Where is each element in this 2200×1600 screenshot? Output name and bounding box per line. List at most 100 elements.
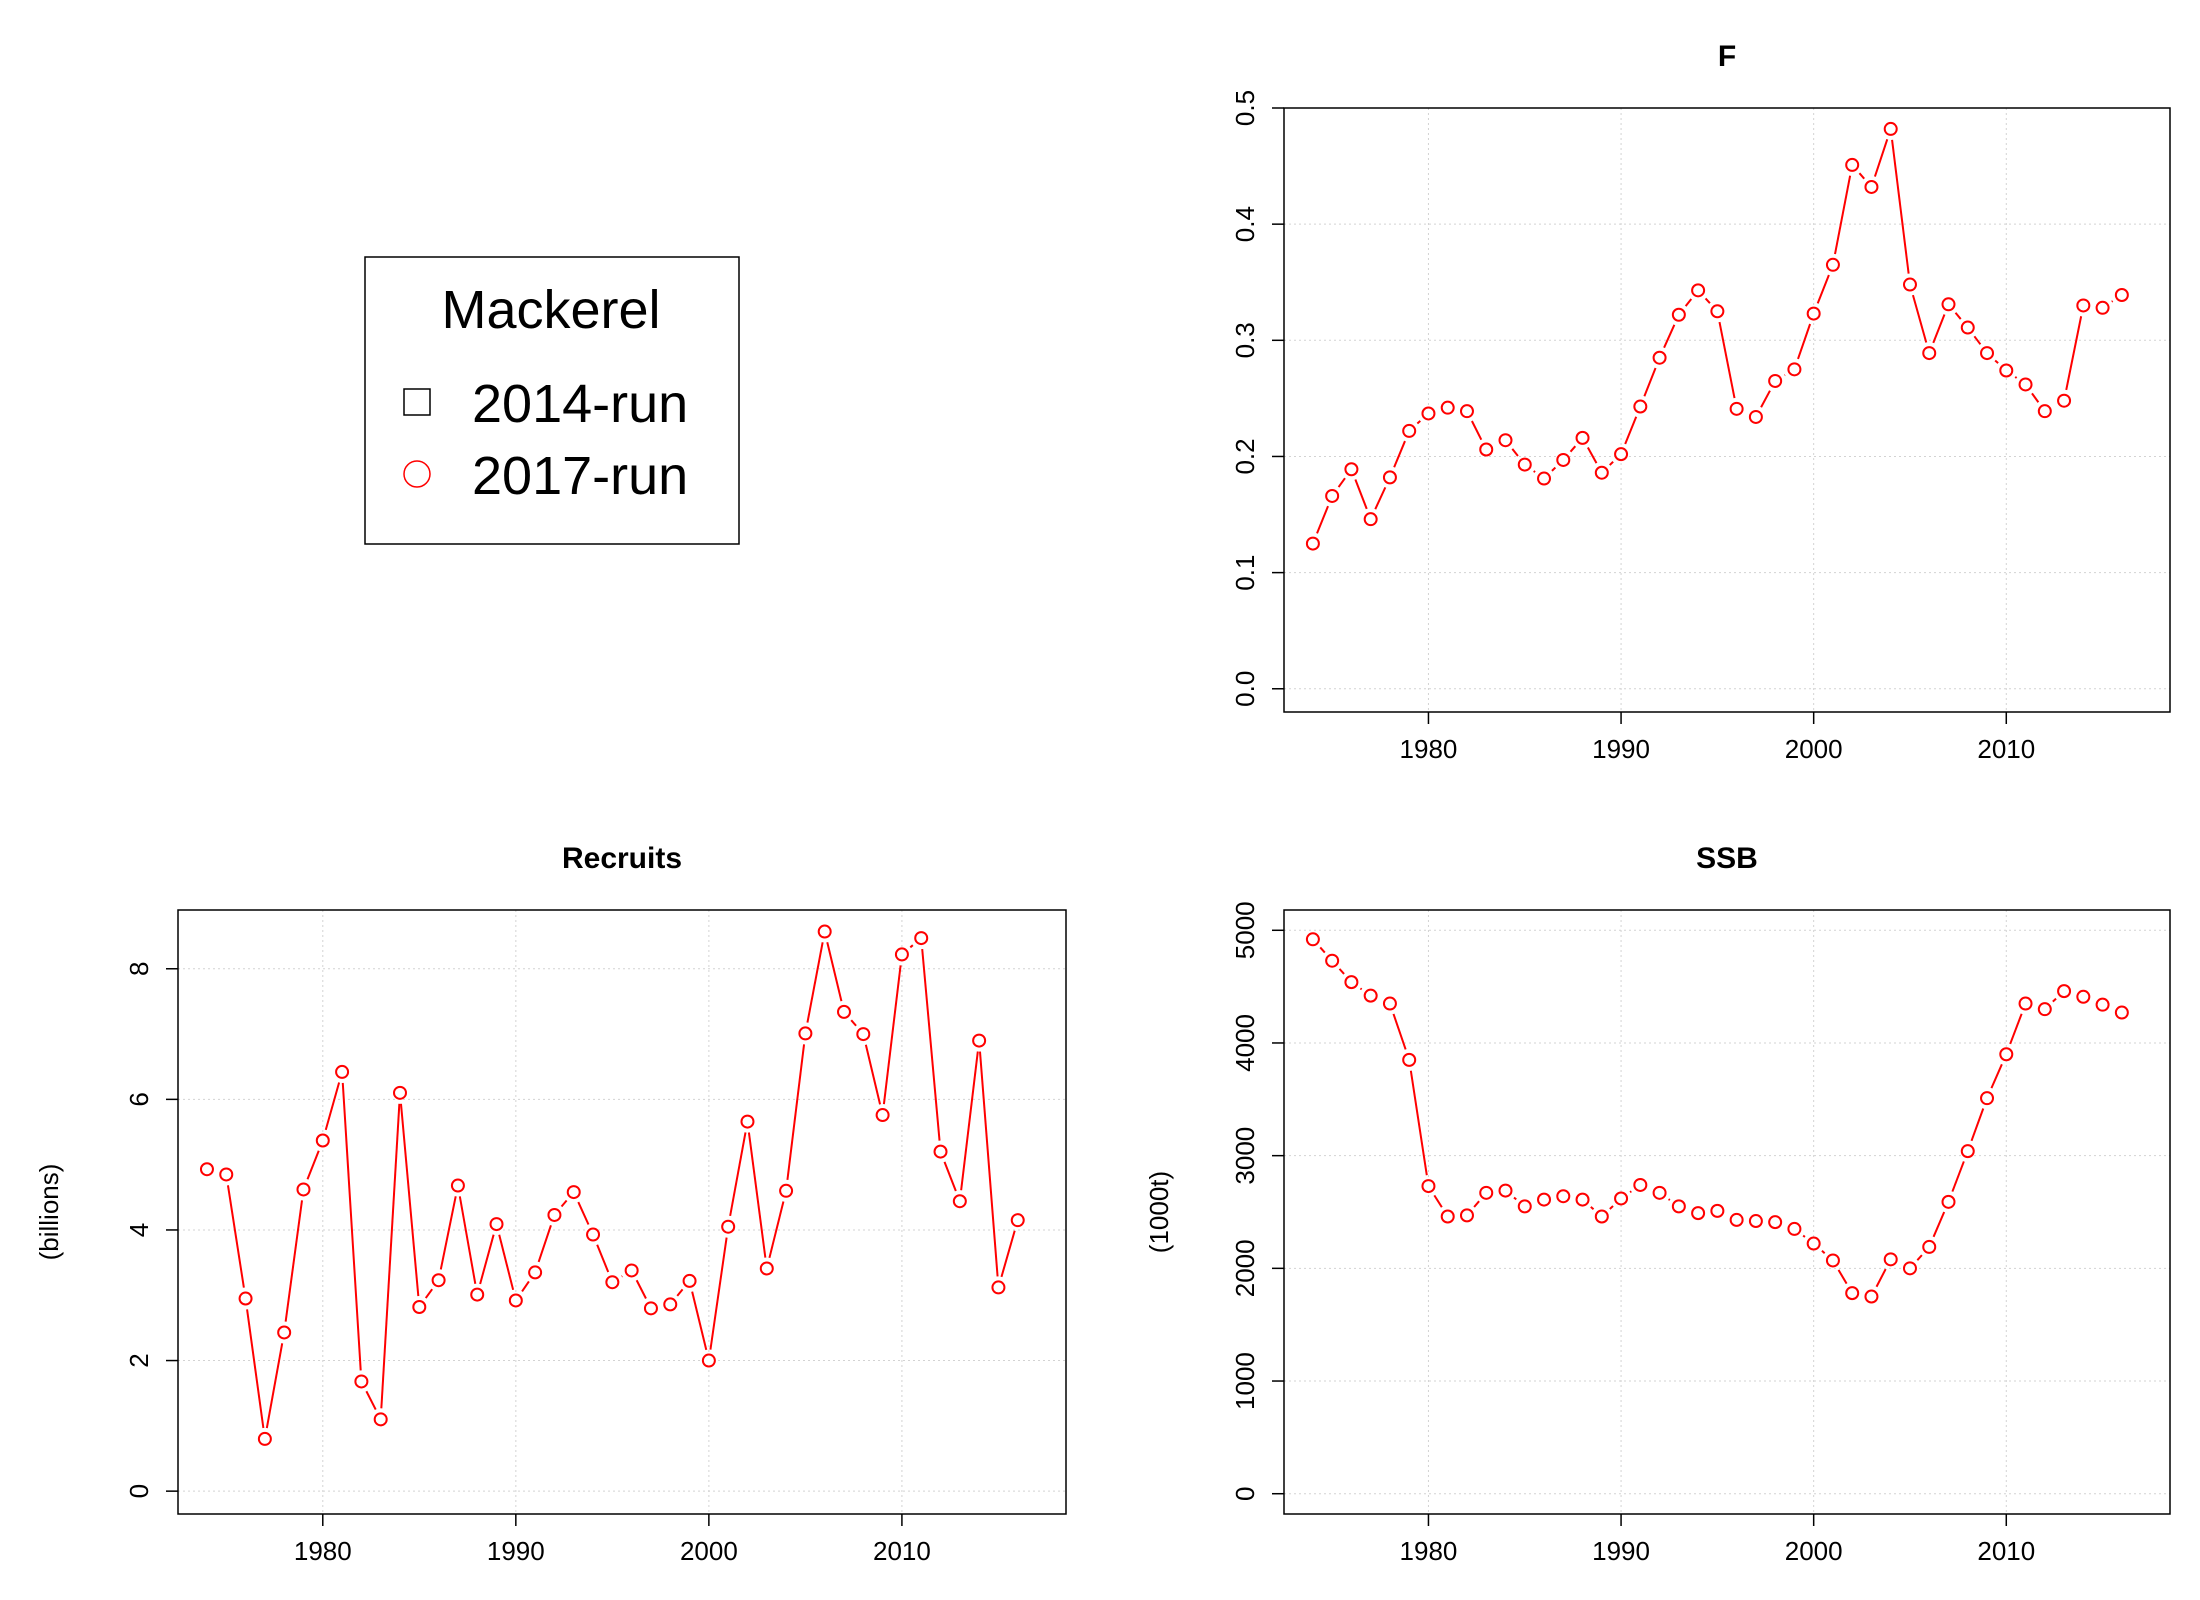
ssb-data-point (2095, 997, 2110, 1012)
f-data-point (1960, 320, 1975, 335)
recruits-data-point (605, 1275, 620, 1290)
f-series-segment (1354, 479, 1368, 510)
recruits-data-point (393, 1085, 407, 1100)
recruits-data-point (701, 1353, 716, 1368)
recruits-data-point (624, 1263, 639, 1278)
f-data-point (1305, 536, 1320, 551)
ssb-data-point (1825, 1253, 1840, 1268)
recruits-data-point (779, 1183, 794, 1198)
recruits-x-tick-label: 2010 (873, 1536, 931, 1566)
recruits-data-point (219, 1167, 234, 1182)
recruits-data-point (296, 1182, 311, 1197)
f-data-point (1864, 179, 1879, 194)
recruits-data-point (373, 1412, 388, 1427)
f-data-point (1594, 465, 1609, 480)
legend-title: Mackerel (441, 280, 660, 340)
f-series-segment (1932, 314, 1946, 344)
ssb-series-segment (2009, 1013, 2023, 1045)
recruits-series-segment (864, 1044, 882, 1105)
ssb-data-point (1922, 1239, 1937, 1254)
recruits-series-segment (826, 942, 843, 1002)
ssb-series-segment (1668, 1198, 1671, 1201)
ssb-x-tick-label: 2010 (1977, 1536, 2035, 1566)
f-data-point (1575, 430, 1590, 445)
recruits-series-segment (978, 1051, 999, 1277)
ssb-series-segment (1970, 1108, 1985, 1142)
recruits-series-segment (691, 1291, 708, 1351)
f-data-point (1980, 346, 1995, 361)
ssb-data-point (1980, 1091, 1995, 1106)
legend-entry-2017-run: 2017-run (472, 446, 688, 506)
f-series-segment (1569, 445, 1577, 453)
ssb-data-point (1498, 1183, 1513, 1198)
f-series-segment (2065, 316, 2083, 391)
ssb-series-segment (1359, 987, 1363, 991)
ssb-x-tick-label: 1980 (1400, 1536, 1458, 1566)
recruits-series-segment (909, 944, 914, 949)
ssb-data-point (2057, 984, 2072, 999)
recruits-y-tick-label: 2 (124, 1353, 154, 1367)
ssb-data-point (1845, 1286, 1860, 1301)
ssb-data-point (1575, 1192, 1590, 1207)
f-data-point (1652, 350, 1667, 365)
recruits-series-segment (768, 1201, 785, 1259)
f-series-segment (1684, 298, 1693, 307)
recruits-data-point (798, 1026, 813, 1041)
recruits-series-segment (226, 1185, 245, 1288)
f-data-point (1382, 470, 1397, 485)
f-series-segment (1858, 172, 1865, 180)
ssb-data-point (1344, 975, 1359, 990)
recruits-data-point (663, 1297, 678, 1312)
f-x-tick-label: 1980 (1400, 734, 1458, 764)
recruits-series-segment (560, 1199, 568, 1208)
recruits-data-point (817, 924, 832, 939)
recruits-data-point (1010, 1213, 1025, 1228)
recruits-series-segment (365, 1390, 377, 1410)
ssb-series-segment (1433, 1194, 1443, 1208)
f-series-segment (1891, 139, 1910, 274)
ssb-series-segment (1629, 1190, 1632, 1193)
f-series-segment (1834, 175, 1852, 255)
ssb-series-segment (1990, 1063, 2003, 1089)
f-series-segment (1316, 505, 1329, 534)
f-series-segment (1718, 321, 1736, 399)
recruits-series-segment (1000, 1230, 1016, 1278)
recruits-data-point (470, 1287, 485, 1302)
recruits-data-point (991, 1280, 1006, 1295)
ssb-y-tick-label: 5000 (1230, 901, 1260, 959)
legend-square-icon (403, 388, 431, 416)
f-y-tick-label: 0.1 (1230, 555, 1260, 591)
recruits-data-point (528, 1265, 543, 1280)
recruits-series-segment (265, 1343, 284, 1429)
ssb-series-segment (1802, 1234, 1806, 1238)
f-series-segment (1816, 274, 1830, 304)
recruits-series-segment (806, 942, 824, 1023)
ssb-data-point (1729, 1212, 1744, 1227)
ssb-data-point (2114, 1005, 2129, 1020)
ssb-series-segment (1473, 1200, 1480, 1208)
recruits-series-segment (676, 1288, 684, 1297)
f-series-segment (1797, 323, 1812, 360)
recruits-series-segment (537, 1225, 552, 1263)
recruits-series-segment (577, 1201, 590, 1225)
f-data-point (1556, 452, 1571, 467)
f-data-point (1883, 121, 1898, 136)
f-data-point (1459, 404, 1474, 419)
ssb-data-point (1421, 1179, 1436, 1194)
f-chart-title: F (1718, 40, 1736, 73)
f-series-segment (1551, 466, 1557, 472)
ssb-data-point (1325, 953, 1340, 968)
f-data-point (1941, 297, 1956, 312)
f-x-tick-label: 1990 (1592, 734, 1650, 764)
recruits-series-segment (729, 1132, 747, 1217)
f-series-segment (1643, 367, 1657, 397)
recruits-series-segment (709, 1237, 728, 1350)
recruits-data-point (277, 1325, 292, 1340)
f-data-point (1671, 307, 1686, 322)
recruits-data-point (952, 1194, 967, 1209)
ssb-data-point (1710, 1203, 1725, 1218)
recruits-series-segment (458, 1196, 477, 1284)
f-data-point (1440, 400, 1455, 415)
f-data-point (1344, 462, 1359, 477)
